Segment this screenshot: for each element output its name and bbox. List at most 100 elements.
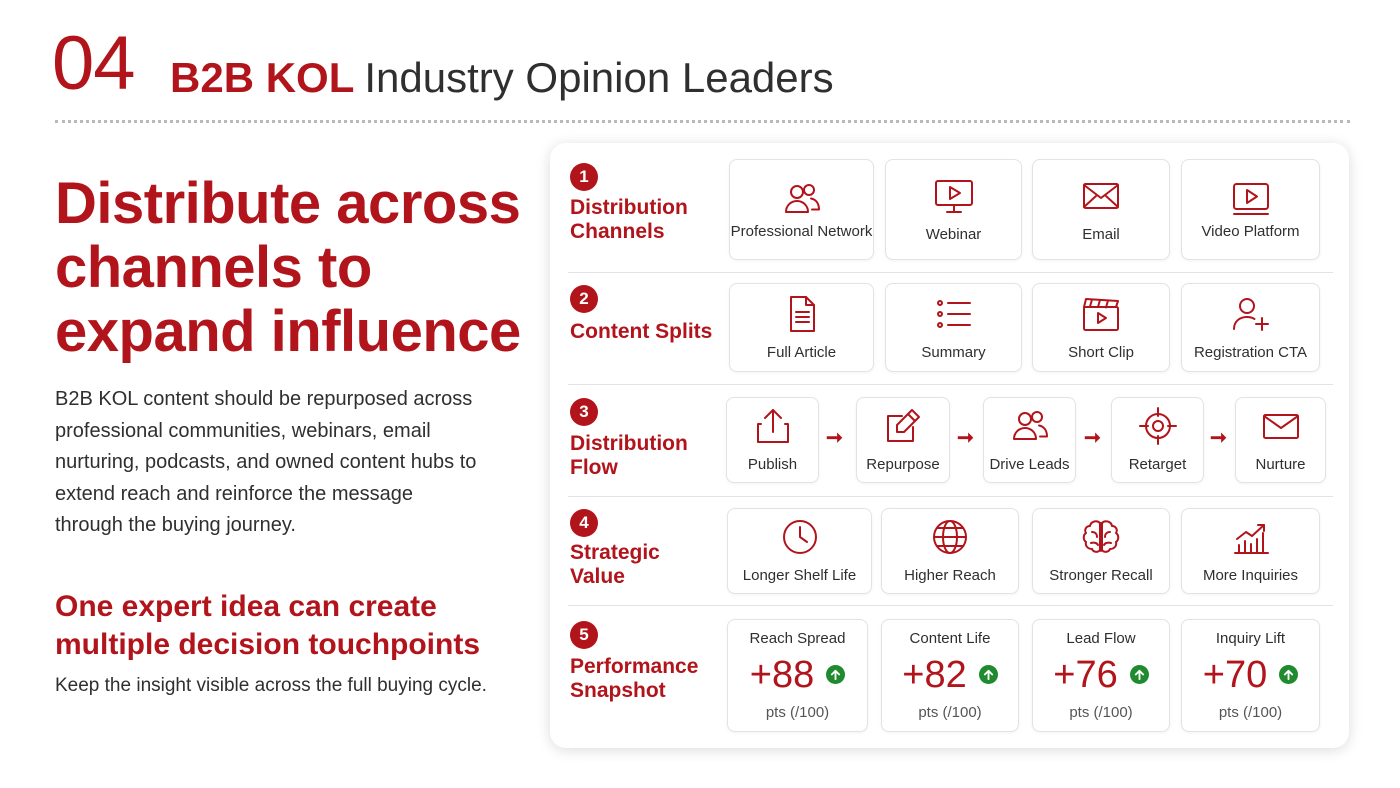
metric-card-reach-spread: Reach Spread +88 pts (/100) [727,619,868,732]
document-icon [782,294,822,334]
card-drive-leads: Drive Leads [983,397,1076,483]
upload-icon [753,406,793,446]
card-label: Video Platform [1201,222,1300,240]
metric-card-content-life: Content Life +82 pts (/100) [881,619,1019,732]
step-badge: 4 [570,509,598,537]
edit-icon [883,406,923,446]
video-play-icon [1231,179,1271,219]
up-arrow-icon [1129,665,1149,684]
up-arrow-icon [1279,665,1299,684]
card-retarget: Retarget [1111,397,1204,483]
card-publish: Publish [726,397,819,483]
step-badge: 1 [570,163,598,191]
card-label: Repurpose [866,456,940,473]
card-label: Registration CTA [1193,343,1308,361]
row-distribution-channels: 1 Distribution Channels Professional Net… [568,159,1333,263]
brain-icon [1081,517,1121,557]
envelope-icon [1261,406,1301,446]
page-title: B2B KOL Industry Opinion Leaders [170,54,834,102]
metric-card-lead-flow: Lead Flow +76 pts (/100) [1032,619,1170,732]
card-label: Nurture [1255,456,1306,473]
row-distribution-flow: 3 Distribution Flow Publish ➞ Repurpose … [568,397,1333,485]
card-label: Email [1082,225,1120,243]
row-strategic-value: 4 Strategic Value Longer Shelf Life High… [568,508,1333,596]
dotted-divider [55,120,1350,123]
clock-icon [780,517,820,557]
flow-arrow-icon: ➞ [957,427,974,449]
card-registration-cta: Registration CTA [1181,283,1320,372]
card-label: Webinar [925,225,982,243]
card-label: Short Clip [1068,343,1134,361]
headline: Distribute across channels to expand inf… [55,171,521,364]
row-divider [568,272,1333,273]
metric-unit: pts (/100) [918,703,982,721]
monitor-play-icon [934,176,974,216]
metric-card-inquiry-lift: Inquiry Lift +70 pts (/100) [1181,619,1320,732]
up-arrow-icon [826,665,846,684]
step-badge: 5 [570,621,598,649]
row-label: Distribution Channels [570,196,688,243]
card-label: Drive Leads [989,456,1070,473]
add-user-icon [1231,294,1271,334]
card-webinar: Webinar [885,159,1022,260]
card-label: Professional Network [730,222,873,240]
card-short-clip: Short Clip [1032,283,1170,372]
metric-title: Lead Flow [1066,629,1136,647]
people-icon [1010,406,1050,446]
step-badge: 3 [570,398,598,426]
section-number: 04 [52,21,136,106]
globe-icon [930,517,970,557]
row-divider [568,496,1333,497]
flow-arrow-icon: ➞ [1210,427,1227,449]
card-label: Stronger Recall [1049,567,1153,584]
card-label: Longer Shelf Life [742,567,857,584]
row-divider [568,384,1333,385]
card-label: More Inquiries [1202,567,1299,584]
flow-arrow-icon: ➞ [1084,427,1101,449]
card-more-inquiries: More Inquiries [1181,508,1320,594]
card-full-article: Full Article [729,283,874,372]
metric-title: Content Life [909,629,991,647]
people-icon [782,179,822,219]
card-summary: Summary [885,283,1022,372]
flow-arrow-icon: ➞ [826,427,843,449]
metric-value: +88 [749,653,815,696]
metric-title: Inquiry Lift [1215,629,1286,647]
row-label: Performance Snapshot [570,655,699,702]
subheadline: One expert idea can create multiple deci… [55,590,481,661]
envelope-icon [1081,176,1121,216]
metric-unit: pts (/100) [1218,703,1283,721]
card-label: Retarget [1128,456,1187,473]
list-icon [934,294,974,334]
card-video-platform: Video Platform [1181,159,1320,260]
row-divider [568,605,1333,606]
card-label: Full Article [766,343,837,361]
row-label: Content Splits [570,320,713,343]
target-icon [1138,406,1178,446]
card-label: Higher Reach [904,567,996,584]
growth-chart-icon [1231,517,1271,557]
card-professional-network: Professional Network [729,159,874,260]
card-email: Email [1032,159,1170,260]
title-rest: Industry Opinion Leaders [364,54,834,101]
strategy-panel: 1 Distribution Channels Professional Net… [550,143,1349,748]
card-label: Publish [747,456,798,473]
note: Keep the insight visible across the full… [55,675,487,696]
row-performance-snapshot: 5 Performance Snapshot Reach Spread +88 … [568,619,1333,733]
metric-unit: pts (/100) [1069,703,1133,721]
row-content-splits: 2 Content Splits Full Article Summary Sh… [568,283,1333,373]
card-longer-shelf-life: Longer Shelf Life [727,508,872,594]
metric-title: Reach Spread [749,629,846,647]
metric-unit: pts (/100) [765,703,830,721]
step-badge: 2 [570,285,598,313]
description: B2B KOL content should be repurposed acr… [55,388,477,536]
card-label: Summary [921,343,986,361]
card-stronger-recall: Stronger Recall [1032,508,1170,594]
up-arrow-icon [978,665,998,684]
clapperboard-icon [1081,294,1121,334]
card-nurture: Nurture [1235,397,1326,483]
metric-value: +70 [1202,653,1268,696]
card-repurpose: Repurpose [856,397,950,483]
card-higher-reach: Higher Reach [881,508,1019,594]
row-label: Strategic Value [570,541,660,588]
